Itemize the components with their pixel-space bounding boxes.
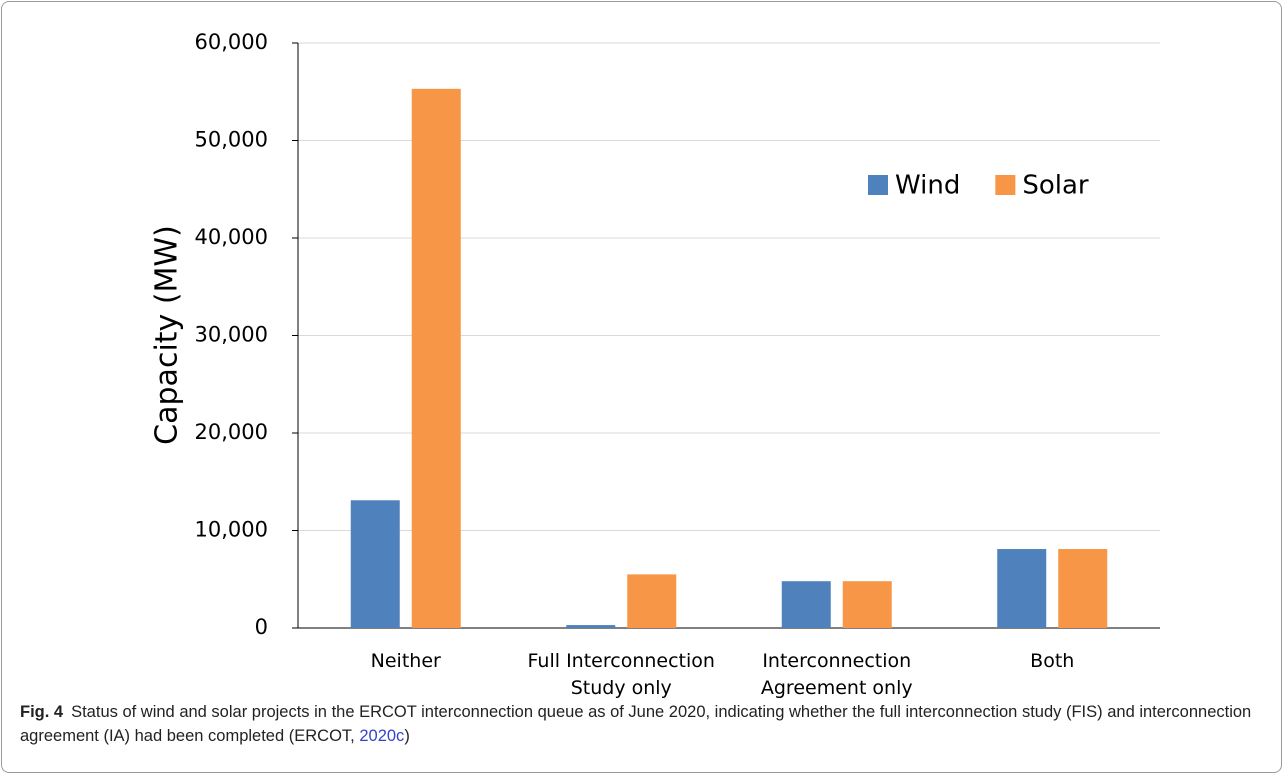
bar — [1058, 549, 1108, 628]
legend-swatch — [995, 175, 1016, 195]
bar — [842, 581, 892, 628]
caption-link[interactable]: 2020c — [359, 727, 405, 745]
y-tick-label: 10,000 — [195, 518, 268, 542]
y-tick-label: 40,000 — [195, 225, 268, 249]
bar — [997, 549, 1047, 628]
bar — [627, 574, 677, 628]
legend-swatch — [868, 175, 888, 195]
y-axis-label: Capacity (MW) — [150, 225, 185, 445]
y-tick-label: 30,000 — [195, 323, 268, 347]
bar — [566, 625, 616, 628]
x-tick-label: Neither — [370, 650, 441, 672]
caption-label: Fig. 4 — [20, 703, 64, 721]
legend-label: Wind — [895, 171, 960, 201]
caption-text: Status of wind and solar projects in the… — [20, 703, 1252, 745]
y-tick-label: 50,000 — [195, 128, 268, 152]
chart: Capacity (MW) 0 10,000 20,000 30,000 40,000 5… — [150, 30, 1160, 639]
y-tick-label: 60,000 — [195, 30, 268, 54]
x-tick-label: Both — [1030, 650, 1075, 672]
legend-label: Solar — [1022, 171, 1089, 201]
x-tick-label: Interconnection Agreement only — [760, 650, 913, 699]
caption: Fig. 4 Status of wind and solar projects … — [20, 700, 1265, 748]
x-tick-label: Full Interconnection Study only — [527, 650, 715, 699]
bar — [781, 581, 831, 628]
bar — [350, 500, 400, 628]
bar — [411, 88, 461, 628]
caption-end: ) — [404, 727, 410, 745]
y-tick-label: 20,000 — [195, 420, 268, 444]
y-tick-label: 0 — [255, 615, 268, 639]
